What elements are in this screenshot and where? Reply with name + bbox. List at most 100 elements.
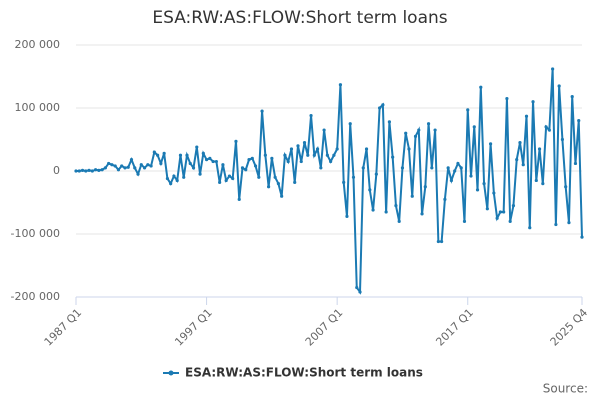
data-point — [456, 161, 460, 166]
data-point — [564, 185, 568, 189]
data-point — [580, 235, 584, 239]
data-point — [129, 158, 134, 162]
data-point — [521, 163, 525, 167]
data-point — [567, 221, 571, 225]
data-point — [237, 197, 241, 201]
data-point — [446, 166, 450, 170]
data-point — [267, 185, 271, 189]
data-point — [110, 163, 114, 167]
data-point — [201, 151, 205, 155]
data-point — [260, 109, 264, 113]
data-point — [466, 108, 470, 112]
data-point — [270, 156, 274, 160]
x-tick-label: 2017 Q1 — [433, 306, 476, 349]
data-point — [534, 178, 538, 183]
data-point — [325, 153, 329, 157]
data-point — [224, 178, 228, 183]
data-point — [87, 168, 91, 172]
data-point — [322, 128, 326, 132]
data-point — [185, 153, 189, 157]
data-point — [410, 194, 414, 198]
data-point — [97, 168, 101, 172]
data-point — [492, 191, 496, 195]
data-point — [332, 153, 336, 157]
data-point — [231, 176, 235, 181]
x-tick-label: 2007 Q1 — [303, 306, 346, 349]
data-point — [436, 239, 440, 244]
series-line — [76, 68, 583, 295]
data-point — [319, 166, 323, 170]
data-point — [93, 168, 98, 172]
data-point — [100, 168, 104, 172]
data-point — [413, 134, 418, 138]
data-point — [482, 182, 486, 186]
data-point — [146, 163, 150, 167]
y-tick-label: 100 000 — [15, 101, 61, 114]
data-point — [152, 150, 156, 154]
data-point — [257, 175, 261, 179]
data-point — [577, 119, 581, 123]
legend-label: ESA:RW:AS:FLOW:Short term loans — [185, 366, 423, 380]
data-point — [182, 175, 186, 179]
data-point — [142, 166, 147, 170]
data-point — [537, 147, 542, 151]
data-point — [511, 204, 516, 208]
data-point — [329, 159, 333, 164]
data-point — [371, 208, 375, 212]
data-point — [443, 197, 447, 201]
data-point — [250, 156, 254, 160]
data-point — [234, 139, 238, 143]
data-point — [116, 168, 121, 172]
data-point — [426, 122, 431, 126]
data-point — [159, 161, 163, 166]
data-point — [309, 113, 313, 118]
data-point — [312, 153, 316, 157]
data-point — [123, 166, 127, 170]
data-point — [120, 164, 124, 168]
data-point — [315, 147, 320, 151]
data-point — [488, 142, 493, 146]
data-point — [227, 174, 232, 178]
data-point — [178, 153, 183, 157]
data-point — [355, 285, 359, 290]
data-point — [286, 159, 290, 164]
data-point — [554, 222, 558, 227]
data-point — [378, 106, 382, 110]
data-point — [364, 147, 369, 151]
data-point — [472, 125, 476, 129]
data-point — [74, 169, 78, 173]
data-point — [342, 180, 346, 184]
data-point — [502, 210, 506, 214]
data-point — [459, 166, 463, 170]
data-point — [253, 164, 258, 168]
data-point — [387, 120, 391, 124]
data-point — [560, 137, 565, 142]
data-point — [133, 166, 137, 170]
data-point — [240, 166, 245, 170]
y-tick-label: 200 000 — [15, 38, 61, 51]
data-point — [139, 163, 143, 167]
chart-title: ESA:RW:AS:FLOW:Short term loans — [152, 8, 447, 28]
data-point — [381, 103, 385, 107]
x-tick-label: 2025 Q4 — [548, 306, 591, 349]
data-point — [358, 290, 362, 294]
data-point — [172, 174, 176, 178]
data-point — [175, 178, 179, 183]
data-point — [407, 147, 411, 151]
data-point — [289, 147, 294, 151]
data-point — [397, 219, 401, 223]
data-point — [156, 153, 160, 157]
data-point — [136, 172, 140, 176]
data-point — [169, 182, 173, 186]
data-point — [551, 67, 555, 71]
data-point — [505, 96, 509, 101]
x-tick-label: 1987 Q1 — [42, 306, 85, 349]
data-point — [77, 169, 81, 173]
data-point — [198, 172, 202, 176]
data-point — [485, 207, 489, 211]
data-point — [440, 239, 444, 244]
data-point — [475, 188, 480, 192]
data-point — [374, 172, 378, 176]
data-point — [338, 83, 343, 87]
data-point — [547, 128, 551, 132]
